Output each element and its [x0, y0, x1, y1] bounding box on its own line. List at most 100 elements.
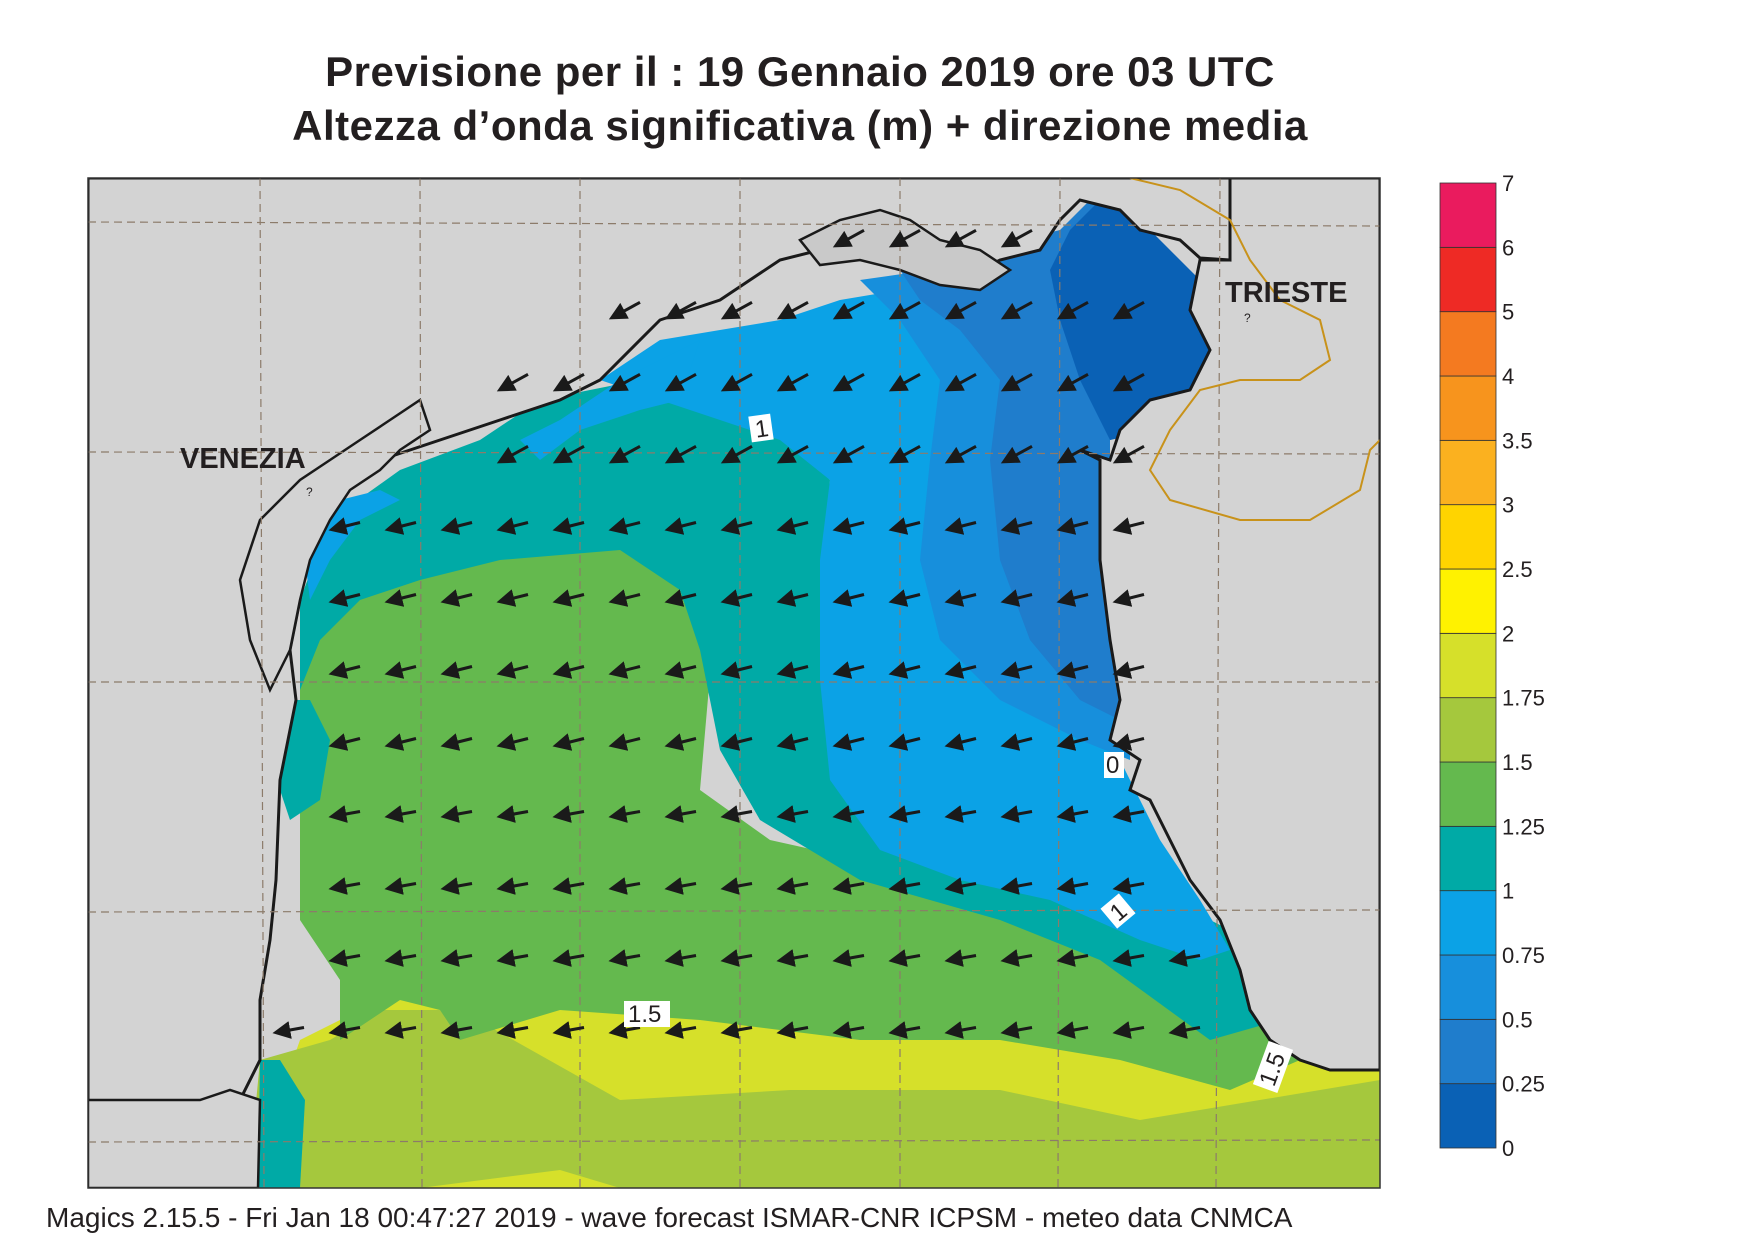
wave-direction-arrow [944, 372, 977, 392]
wave-direction-arrow [944, 805, 977, 823]
wave-direction-arrow [608, 1021, 641, 1039]
wave-direction-arrow [1056, 661, 1089, 679]
wave-direction-arrow [664, 1021, 697, 1039]
legend-tick-label: 3.5 [1502, 428, 1533, 453]
legend-swatch [1439, 375, 1497, 441]
wave-direction-arrow [720, 877, 753, 895]
wave-direction-arrow [1000, 228, 1033, 248]
wave-direction-arrow [1168, 1021, 1201, 1039]
legend-tick-label: 3 [1502, 493, 1514, 518]
wave-direction-arrow [496, 372, 529, 392]
wave-direction-arrow [776, 733, 809, 751]
svg-text:1: 1 [753, 415, 770, 444]
wave-direction-arrow [440, 805, 473, 823]
wave-direction-arrow [664, 877, 697, 895]
wave-direction-arrow [1112, 805, 1145, 823]
land-lagoon-venezia [238, 398, 432, 694]
wave-direction-arrow [776, 877, 809, 895]
legend-tick-label: 5 [1502, 300, 1514, 325]
color-legend: 0 0.25 0.5 0.75 1 1.25 1.5 1.75 2 2.5 3 3.5 4 5 6 7 [1439, 171, 1545, 1161]
wave-direction-arrow [384, 805, 417, 823]
wave-zone-1.5-1.75 [248, 1010, 1380, 1188]
wave-direction-arrow [1056, 517, 1089, 535]
wave-direction-arrow [496, 589, 529, 607]
wave-direction-arrow [1112, 372, 1145, 392]
wave-zone-0.75-1-north [520, 340, 700, 460]
wave-direction-arrow [832, 805, 865, 823]
wave-direction-arrow [440, 589, 473, 607]
wave-direction-arrow [1000, 877, 1033, 895]
unknown-mark-venezia: ? [306, 485, 313, 499]
wave-direction-arrow [328, 877, 361, 895]
wave-direction-arrow [328, 1021, 361, 1039]
wave-direction-arrow [776, 517, 809, 535]
wave-direction-arrow [440, 661, 473, 679]
legend-tick-label: 1.75 [1502, 686, 1545, 711]
wave-direction-arrow [1056, 589, 1089, 607]
legend-tick-label: 1.5 [1502, 750, 1533, 775]
wave-direction-arrow [888, 877, 921, 895]
wave-direction-arrow [888, 517, 921, 535]
wave-direction-arrow [776, 805, 809, 823]
wave-direction-arrow [1000, 372, 1033, 392]
wave-direction-arrow [440, 517, 473, 535]
legend-tick-label: 6 [1502, 235, 1514, 260]
wave-direction-arrow [552, 805, 585, 823]
wave-direction-arrow [328, 949, 361, 967]
wave-direction-arrow [384, 949, 417, 967]
wave-direction-arrow [1112, 661, 1145, 679]
wave-direction-arrow [720, 372, 753, 392]
wave-direction-arrow [552, 733, 585, 751]
wave-direction-arrow [776, 661, 809, 679]
wave-zone-0-0.25 [1050, 200, 1220, 440]
wave-direction-arrow [720, 300, 753, 320]
title-line-2: Altezza d’onda significativa (m) + direz… [292, 102, 1308, 149]
wave-direction-arrow [832, 661, 865, 679]
legend-swatch [1439, 504, 1497, 570]
wave-direction-arrow [888, 228, 921, 248]
wave-direction-arrow [328, 589, 361, 607]
wave-direction-arrow [440, 877, 473, 895]
wave-direction-arrow [1056, 949, 1089, 967]
wave-direction-arrow [1112, 733, 1145, 751]
wave-direction-arrow [664, 949, 697, 967]
legend-tick-label: 0.5 [1502, 1007, 1533, 1032]
wave-direction-arrow [832, 517, 865, 535]
legend-swatch [1439, 954, 1497, 1020]
wave-direction-arrow [608, 733, 641, 751]
legend-swatch [1439, 568, 1497, 634]
wave-direction-arrow [944, 733, 977, 751]
wave-direction-arrow [1112, 517, 1145, 535]
wave-direction-arrow [1000, 589, 1033, 607]
wave-direction-arrow [944, 228, 977, 248]
legend-swatch [1439, 825, 1497, 892]
wave-direction-arrow [720, 444, 753, 464]
wave-direction-arrow [608, 300, 641, 320]
wave-direction-arrow [496, 733, 529, 751]
wave-direction-arrow [384, 733, 417, 751]
grid [88, 178, 1380, 1188]
wave-direction-arrow [832, 1021, 865, 1039]
wave-direction-arrow [664, 805, 697, 823]
wave-direction-arrow [552, 589, 585, 607]
wave-direction-arrow [944, 300, 977, 320]
wave-direction-arrow [1112, 949, 1145, 967]
wave-direction-arrow [720, 589, 753, 607]
wave-direction-arrow [328, 805, 361, 823]
wave-direction-arrow [1000, 1021, 1033, 1039]
wave-direction-arrow [440, 733, 473, 751]
wave-direction-arrow [720, 805, 753, 823]
wave-direction-arrow [664, 589, 697, 607]
svg-text:1.5: 1.5 [628, 1001, 661, 1028]
wave-direction-arrow [552, 1021, 585, 1039]
wave-direction-arrow [832, 589, 865, 607]
wave-direction-arrow [944, 517, 977, 535]
wave-direction-arrow [496, 1021, 529, 1039]
wave-direction-arrow [384, 877, 417, 895]
wave-direction-arrow [664, 444, 697, 464]
wave-direction-arrow [944, 589, 977, 607]
wave-direction-arrow [888, 949, 921, 967]
direction-arrows [272, 228, 1201, 1039]
wave-direction-arrow [608, 517, 641, 535]
